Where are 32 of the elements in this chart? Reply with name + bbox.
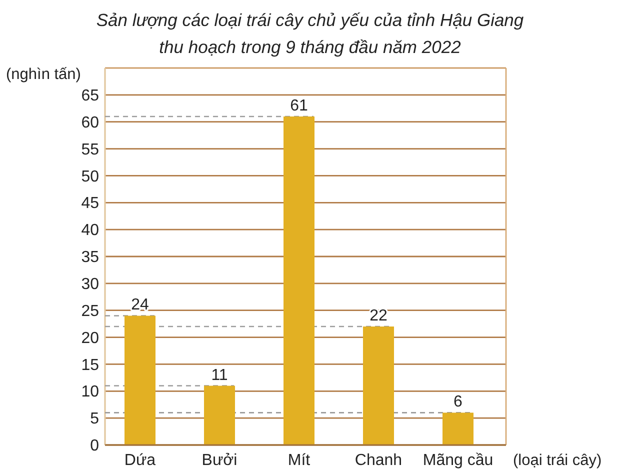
x-tick-label: Bưởi bbox=[202, 452, 238, 469]
data-label: 24 bbox=[131, 296, 149, 314]
y-tick-label: 0 bbox=[90, 438, 100, 455]
y-tick-label: 15 bbox=[81, 356, 100, 374]
data-label: 6 bbox=[454, 394, 463, 411]
bar bbox=[363, 326, 394, 445]
y-axis-title: (nghìn tấn) bbox=[6, 66, 81, 83]
data-label: 11 bbox=[211, 366, 228, 384]
bar bbox=[124, 316, 156, 445]
data-label: 61 bbox=[290, 97, 308, 114]
y-tick-label: 65 bbox=[81, 88, 100, 105]
y-tick-label: 40 bbox=[81, 222, 100, 240]
y-tick-label: 50 bbox=[81, 168, 100, 186]
x-tick-label: Dứa bbox=[124, 452, 156, 469]
chart-title: Sản lượng các loại trái cây chủ yếu của tỉnh Hậu Giang thu hoạch trong 9 tháng đầu năm 2022 bbox=[96, 10, 524, 57]
bar bbox=[442, 412, 474, 445]
y-tick-label: 35 bbox=[81, 249, 100, 266]
y-tick-label: 45 bbox=[81, 195, 100, 212]
x-axis-title: (loại trái cây) bbox=[513, 452, 602, 469]
x-tick-label: Mãng cầu bbox=[422, 452, 494, 469]
y-tick-label: 55 bbox=[81, 141, 100, 158]
y-tick-label: 10 bbox=[81, 384, 100, 401]
y-tick-label: 25 bbox=[81, 302, 100, 320]
y-tick-label: 5 bbox=[90, 410, 100, 428]
y-tick-label: 60 bbox=[81, 114, 100, 132]
data-label: 22 bbox=[370, 308, 388, 325]
bar bbox=[284, 116, 314, 445]
x-tick-label: Mít bbox=[288, 452, 311, 469]
y-tick-label: 20 bbox=[81, 330, 100, 347]
bar bbox=[204, 386, 235, 445]
y-tick-label: 30 bbox=[81, 276, 100, 294]
x-tick-label: Chanh bbox=[354, 452, 402, 469]
